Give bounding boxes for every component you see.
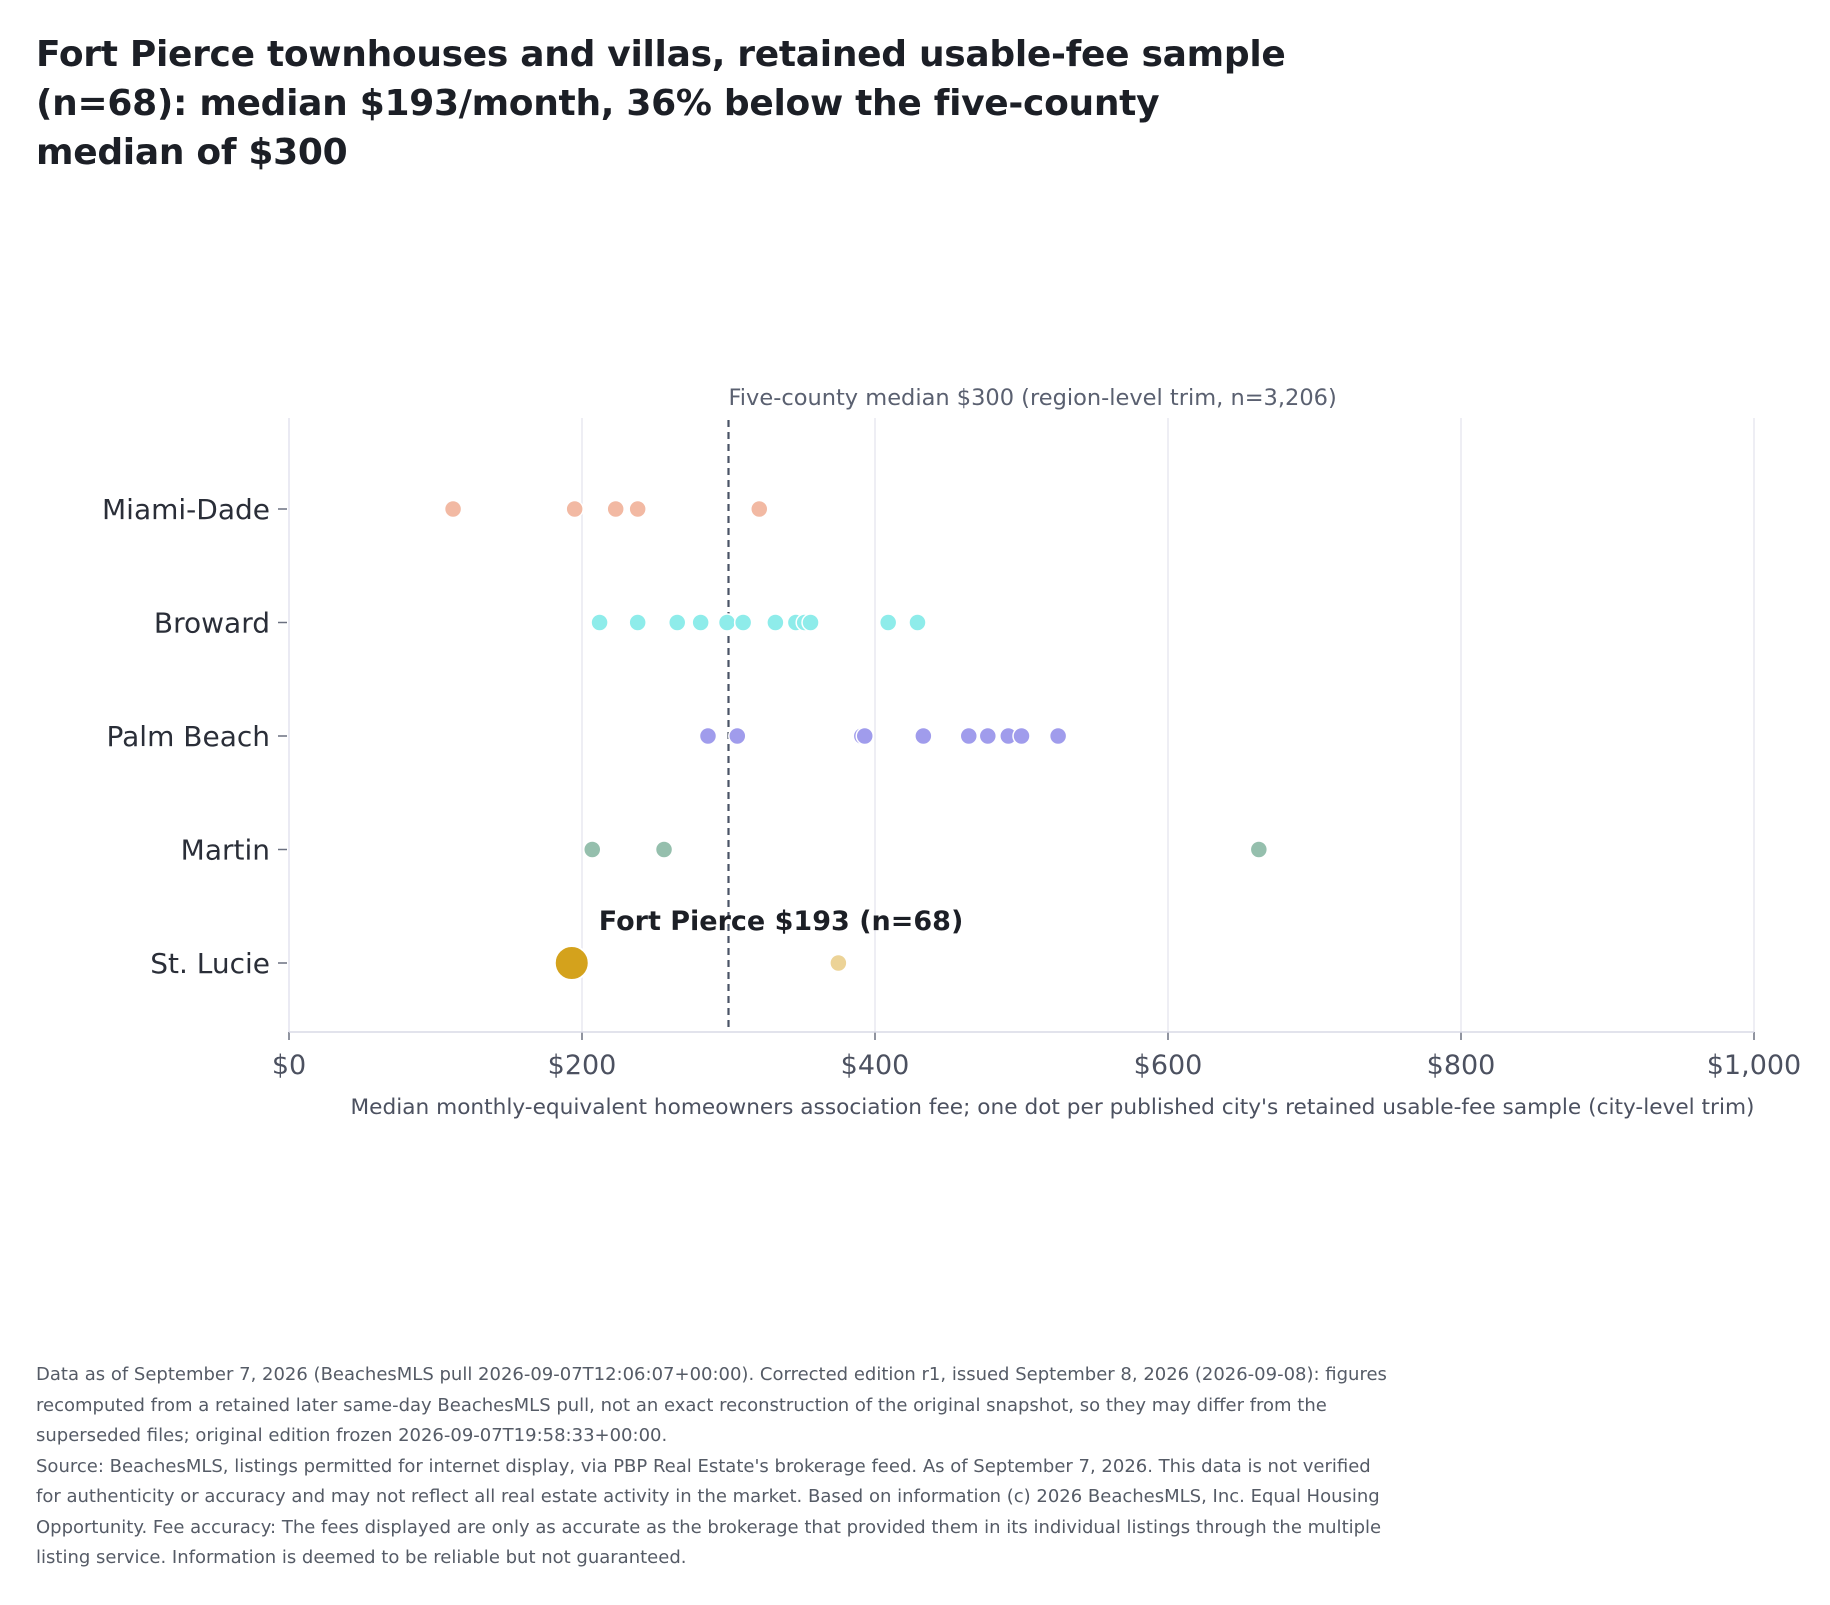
data-point bbox=[565, 499, 584, 519]
fort-pierce-highlight-label: Fort Pierce $193 (n=68) bbox=[599, 906, 964, 937]
x-tick-label: $200 bbox=[548, 1050, 617, 1081]
chart-title: Fort Pierce townhouses and villas, retai… bbox=[36, 34, 1286, 173]
dot-plot: $0 $200 $400 $600 $800 $1,000 Miami-Dade Browar… bbox=[102, 385, 1801, 1120]
gridlines bbox=[581, 418, 1755, 1032]
x-tick-label: $0 bbox=[272, 1050, 306, 1081]
x-axis-label: Median monthly-equivalent homeowners ass… bbox=[351, 1095, 1755, 1120]
data-point bbox=[1249, 840, 1269, 859]
data-point bbox=[628, 613, 647, 632]
reference-line-group: Five-county median $300 (region-level tr… bbox=[727, 385, 1337, 1032]
data-point bbox=[829, 953, 848, 973]
data-point bbox=[959, 726, 979, 746]
x-tick-label: $400 bbox=[841, 1050, 910, 1081]
data-point bbox=[908, 613, 927, 632]
data-point bbox=[766, 613, 785, 632]
data-point bbox=[583, 840, 602, 859]
y-category-label: Martin bbox=[181, 834, 270, 867]
data-point bbox=[855, 726, 874, 746]
data-point bbox=[717, 613, 737, 632]
highlight-group: Fort Pierce $193 (n=68) bbox=[553, 906, 964, 981]
footnote: Data as of September 7, 2026 (BeachesMLS… bbox=[36, 1360, 1396, 1574]
fort-pierce-highlight-dot bbox=[553, 945, 590, 981]
data-point bbox=[878, 613, 898, 632]
data-point bbox=[801, 613, 820, 632]
x-tick-label: $800 bbox=[1427, 1050, 1496, 1081]
data-point bbox=[914, 726, 933, 746]
data-point bbox=[750, 499, 769, 519]
y-category-label: Palm Beach bbox=[107, 720, 270, 753]
data-point bbox=[443, 499, 463, 519]
data-point bbox=[728, 726, 747, 746]
data-point bbox=[590, 613, 609, 632]
y-category-label: St. Lucie bbox=[150, 947, 270, 980]
reference-line-label: Five-county median $300 (region-level tr… bbox=[729, 385, 1337, 411]
data-point bbox=[667, 613, 687, 632]
source-note: Source: BeachesMLS, listings permitted f… bbox=[36, 1455, 1382, 1569]
data-point bbox=[733, 613, 753, 632]
x-tick-label: $600 bbox=[1134, 1050, 1203, 1081]
data-point bbox=[628, 499, 647, 519]
edition-note: Data as of September 7, 2026 (BeachesMLS… bbox=[36, 1364, 1387, 1446]
data-point bbox=[1012, 726, 1031, 746]
x-tick-label: $1,000 bbox=[1707, 1050, 1801, 1081]
data-point bbox=[1048, 726, 1068, 746]
data-point bbox=[606, 499, 625, 519]
y-category-label: Broward bbox=[154, 607, 270, 640]
data-points bbox=[443, 499, 1269, 973]
data-point bbox=[698, 726, 718, 746]
data-point bbox=[654, 840, 674, 859]
axes: $0 $200 $400 $600 $800 $1,000 Miami-Dade Browar… bbox=[102, 418, 1801, 1081]
data-point bbox=[691, 613, 710, 632]
y-category-label: Miami-Dade bbox=[102, 493, 270, 526]
data-point bbox=[978, 726, 998, 746]
